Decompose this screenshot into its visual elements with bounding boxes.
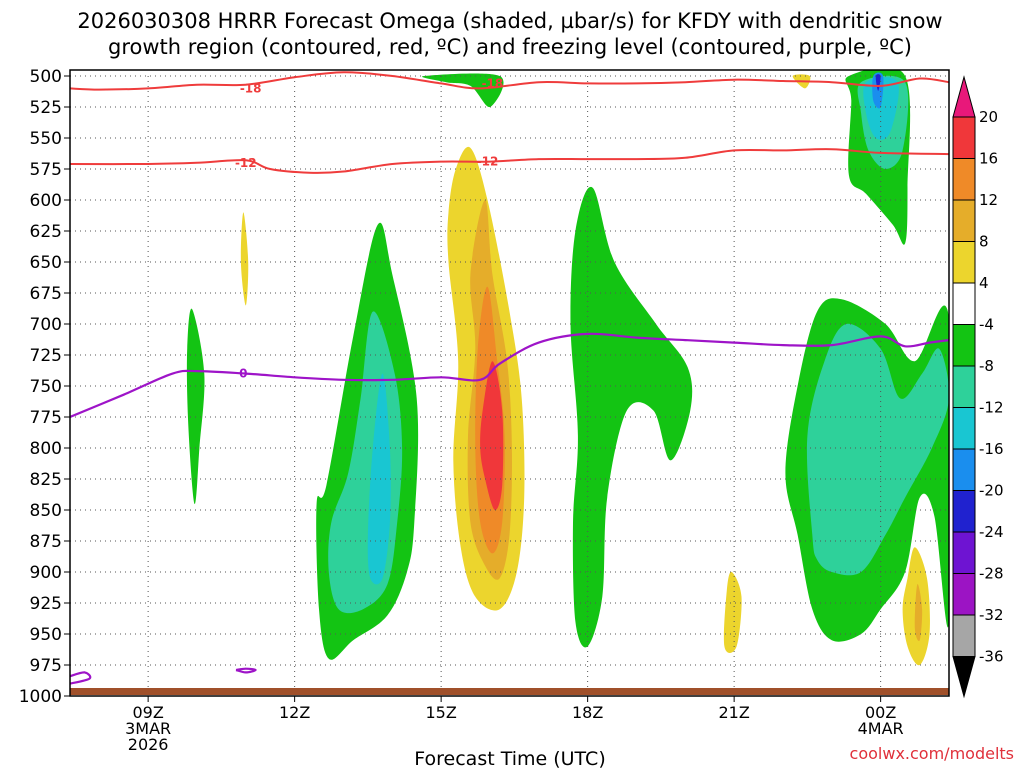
colorbar-label-7: -12: [979, 399, 1004, 417]
omega-region-west-descent-core: [367, 373, 391, 585]
colorbar-top-arrow: [952, 75, 976, 118]
y-tick-label-800: 800: [30, 439, 62, 459]
x-tick-label-9-0: 18Z: [572, 703, 603, 722]
colorbar-segment-1: [952, 116, 976, 159]
contour-label-2: -12: [235, 156, 257, 170]
y-tick-label-825: 825: [30, 470, 62, 490]
omega-region-central-descent: [570, 186, 693, 648]
colorbar-segment-3: [952, 199, 976, 242]
y-tick-label-1000: 1000: [19, 687, 62, 707]
colorbar-segment-8: [952, 407, 976, 450]
y-tick-label-850: 850: [30, 501, 62, 521]
y-tick-label-750: 750: [30, 377, 62, 397]
contour-lines: [70, 71, 949, 685]
contour-label-3: -12: [477, 155, 499, 169]
colorbar-label-2: 12: [979, 191, 998, 209]
y-axis: 500 525 550 575 600 625 650 675 700 725 750 775 800 8…: [19, 67, 70, 707]
omega-region-upper-descent-core: [863, 77, 899, 140]
x-tick-label-6-0: 15Z: [425, 703, 456, 722]
y-tick-label-600: 600: [30, 191, 62, 211]
x-tick-label-12-0: 21Z: [718, 703, 749, 722]
colorbar-label-3: 8: [979, 233, 989, 251]
y-tick-label-625: 625: [30, 222, 62, 242]
contour-label-4: 0: [239, 367, 247, 381]
colorbar-label-11: -28: [979, 565, 1004, 583]
contour-labels: -18 -18 -12 -12 0: [235, 76, 504, 381]
colorbar-label-6: -8: [979, 357, 994, 375]
ground-strip: [70, 688, 949, 695]
colorbar-segment-6: [952, 324, 976, 367]
colorbar: 20 16 12 8 4 -4 -8 -12 -16 -20 -24 -28 -32 -36: [952, 75, 1004, 699]
colorbar-segment-11: [952, 531, 976, 574]
y-tick-label-650: 650: [30, 253, 62, 273]
contour-label-1: -18: [482, 76, 504, 90]
omega-region-late-positive-1: [723, 571, 742, 654]
colorbar-segment-9: [952, 448, 976, 491]
contour-label-0: -18: [240, 81, 262, 95]
colorbar-label-4: 4: [979, 274, 989, 292]
omega-region-east-descent-mid: [806, 323, 949, 576]
colorbar-label-5: -4: [979, 316, 994, 334]
chart-title-line-1: 2026030308 HRRR Forecast Omega (shaded, …: [77, 9, 942, 33]
omega-region-late-positive-2-core: [914, 584, 923, 642]
colorbar-label-13: -36: [979, 648, 1004, 666]
omega-region-updraft-core: [480, 361, 504, 511]
x-axis-label: Forecast Time (UTC): [414, 748, 605, 768]
colorbar-label-12: -32: [979, 606, 1004, 624]
x-tick-label-3-0: 12Z: [279, 703, 310, 722]
colorbar-segment-13: [952, 614, 976, 657]
colorbar-segment-5: [952, 282, 976, 325]
y-tick-label-950: 950: [30, 625, 62, 645]
plot-frame: [69, 69, 950, 697]
y-tick-label-775: 775: [30, 408, 62, 428]
colorbar-label-8: -16: [979, 440, 1004, 458]
colorbar-segment-2: [952, 158, 976, 201]
colorbar-segment-7: [952, 365, 976, 408]
colorbar-bottom-arrow: [952, 656, 976, 699]
y-tick-label-575: 575: [30, 160, 62, 180]
chart-title-line-2: growth region (contoured, red, ºC) and f…: [108, 35, 912, 59]
y-tick-label-975: 975: [30, 656, 62, 676]
y-tick-label-550: 550: [30, 129, 62, 149]
grid-lines: [70, 75, 949, 696]
x-tick-label-15-1: 4MAR: [858, 719, 904, 738]
omega-region-top-green-plume: [421, 73, 504, 108]
x-tick-label-0-0: 09Z: [132, 703, 163, 722]
y-tick-label-925: 925: [30, 594, 62, 614]
freezing-contour-1: [70, 671, 92, 685]
freezing-contour-2: [235, 667, 257, 674]
y-tick-label-900: 900: [30, 563, 62, 583]
y-tick-label-525: 525: [30, 98, 62, 118]
y-tick-label-725: 725: [30, 346, 62, 366]
dendritic-contour-1: [70, 148, 949, 174]
y-tick-label-675: 675: [30, 284, 62, 304]
colorbar-label-1: 16: [979, 150, 998, 168]
colorbar-label-0: 20: [979, 108, 998, 126]
colorbar-label-9: -20: [979, 482, 1004, 500]
credit-text: coolwx.com/modelts: [850, 744, 1014, 763]
dendritic-contour-0: [70, 71, 949, 91]
omega-region-snow-level-thin-band: [186, 308, 205, 505]
freezing-contour-0: [70, 332, 949, 419]
omega-region-early-positive-sliver: [240, 212, 249, 306]
x-tick-label-0-2: 2026: [128, 735, 169, 754]
colorbar-label-10: -24: [979, 523, 1004, 541]
colorbar-segment-10: [952, 490, 976, 533]
y-tick-label-500: 500: [30, 67, 62, 87]
y-tick-label-875: 875: [30, 532, 62, 552]
omega-shaded-regions: [186, 70, 949, 666]
x-tick-label-0-1: 3MAR: [125, 719, 171, 738]
colorbar-segment-4: [952, 241, 976, 284]
colorbar-segment-12: [952, 573, 976, 616]
x-tick-label-15-0: 00Z: [865, 703, 896, 722]
y-tick-label-700: 700: [30, 315, 62, 335]
